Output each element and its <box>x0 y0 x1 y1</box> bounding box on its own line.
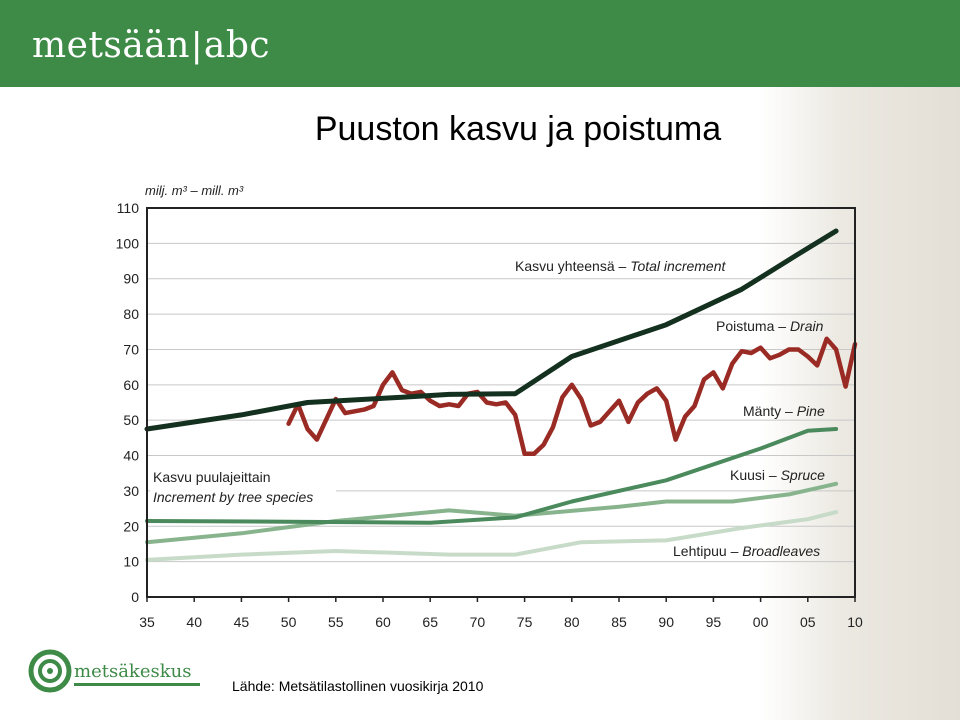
logo-ring-outer <box>28 649 72 693</box>
x-tick-label: 45 <box>234 614 250 630</box>
annotation-total: Kasvu yhteensä – Total increment <box>515 258 726 274</box>
series-line-broadleaves <box>145 510 839 562</box>
header-bar: metsään|abc <box>0 0 960 87</box>
source-note: Lähde: Metsätilastollinen vuosikirja 201… <box>232 678 484 694</box>
logo-ring-inner <box>38 659 62 683</box>
species-group-label: Kasvu puulajeittain Increment by tree sp… <box>150 465 336 511</box>
series-line-total <box>144 228 839 432</box>
metsakeskus-logo[interactable]: metsäkeskus <box>28 643 203 699</box>
brand-left: metsään <box>32 25 190 66</box>
y-tick-label: 20 <box>123 518 139 534</box>
x-tick-label: 00 <box>753 614 769 630</box>
y-tick-label: 60 <box>123 377 139 393</box>
x-tick-label: 70 <box>470 614 486 630</box>
x-tick-label: 75 <box>517 614 533 630</box>
line-chart: 0 10 20 30 40 50 60 70 80 90 100 110 35 40 45 50 55 60 65 7… <box>116 183 863 630</box>
annotation-broadleaves: Lehtipuu – Broadleaves <box>673 543 820 559</box>
annotation-fi: Mänty – <box>743 403 797 419</box>
annotation-en: Broadleaves <box>742 543 820 559</box>
series-annotations: Kasvu yhteensä – Total increment Poistuma… <box>515 258 825 559</box>
x-tick-label: 35 <box>139 614 155 630</box>
x-tick-label: 50 <box>281 614 297 630</box>
annotation-en: Drain <box>790 318 824 334</box>
species-group-label-box <box>150 465 336 511</box>
annotation-fi: Poistuma – <box>716 318 790 334</box>
annotation-fi: Kuusi – <box>730 467 781 483</box>
y-tick-label: 40 <box>123 448 139 464</box>
y-tick-label: 90 <box>123 271 139 287</box>
axis-ticks: 0 10 20 30 40 50 60 70 80 90 100 110 35 40 45 50 55 60 65 7… <box>116 200 863 630</box>
background-texture <box>760 87 960 720</box>
x-tick-label: 95 <box>706 614 722 630</box>
logo-dot <box>47 668 53 674</box>
x-tick-label: 05 <box>800 614 816 630</box>
logo-text: metsäkeskus <box>74 661 191 682</box>
y-tick-label: 100 <box>116 235 140 251</box>
y-tick-label: 70 <box>123 341 139 357</box>
annotation-en: Spruce <box>781 467 826 483</box>
species-group-label-line1: Kasvu puulajeittain <box>153 469 271 485</box>
annotation-drain: Poistuma – Drain <box>716 318 824 334</box>
annotation-fi: Kasvu yhteensä – <box>515 258 630 274</box>
annotation-fi: Lehtipuu – <box>673 543 742 559</box>
x-tick-label: 85 <box>611 614 627 630</box>
series-line-spruce <box>145 481 839 545</box>
brand-right: abc <box>203 25 271 66</box>
x-tick-label: 65 <box>422 614 438 630</box>
annotation-en: Pine <box>797 403 825 419</box>
logo-underline <box>74 683 200 686</box>
y-tick-label: 80 <box>123 306 139 322</box>
x-tick-label: 55 <box>328 614 344 630</box>
x-tick-label: 40 <box>186 614 202 630</box>
y-axis-label: milj. m³ – mill. m³ <box>145 183 244 198</box>
slide-title: Puuston kasvu ja poistuma <box>314 110 722 148</box>
y-tick-label: 0 <box>131 589 139 605</box>
x-tick-label: 80 <box>564 614 580 630</box>
series-lines <box>144 228 858 562</box>
series-line-pine <box>145 427 839 525</box>
x-tick-label: 60 <box>375 614 391 630</box>
brand-separator: | <box>192 24 202 65</box>
y-tick-label: 110 <box>117 200 140 216</box>
annotation-en: Total increment <box>630 258 726 274</box>
annotation-spruce: Kuusi – Spruce <box>730 467 825 483</box>
brand-logo[interactable]: metsään|abc <box>32 24 270 66</box>
y-tick-label: 50 <box>123 412 139 428</box>
x-tick-label: 10 <box>847 614 863 630</box>
y-tick-label: 30 <box>123 483 139 499</box>
x-tick-label: 90 <box>658 614 674 630</box>
y-tick-label: 10 <box>123 554 139 570</box>
series-line-drain <box>286 336 858 457</box>
annotation-pine: Mänty – Pine <box>743 403 825 419</box>
plot-frame <box>146 207 856 598</box>
species-group-label-line2: Increment by tree species <box>153 489 313 505</box>
